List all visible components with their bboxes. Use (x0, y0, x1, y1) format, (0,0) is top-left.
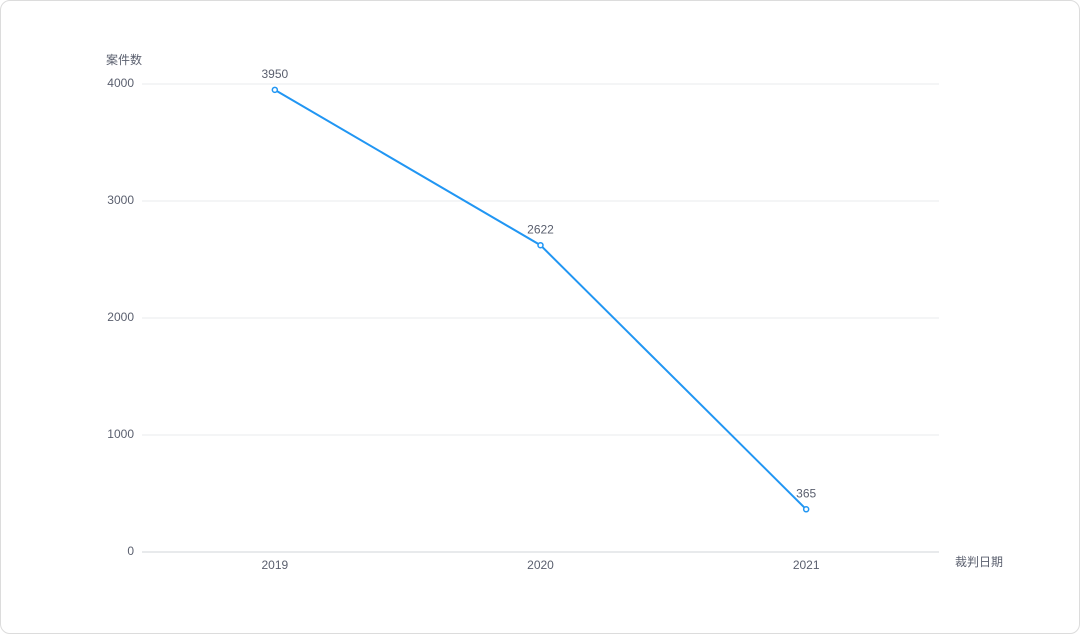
x-tick-label: 2020 (527, 558, 554, 572)
y-tick-label: 0 (127, 544, 134, 558)
y-tick-label: 3000 (107, 193, 134, 207)
x-tick-label: 2021 (793, 558, 820, 572)
x-axis-title: 裁判日期 (955, 555, 1003, 569)
point (802, 506, 810, 513)
data-label: 2622 (527, 222, 554, 236)
data-label: 365 (796, 486, 816, 500)
data-label: 3950 (261, 67, 288, 81)
y-tick-label: 4000 (107, 76, 134, 90)
line (274, 88, 807, 511)
y-axis-title: 案件数 (106, 52, 142, 67)
y-tick-label: 1000 (107, 427, 134, 441)
y-tick-label: 2000 (107, 310, 134, 324)
point (537, 241, 544, 249)
point (271, 86, 279, 94)
x-tick-label: 2019 (261, 558, 288, 572)
